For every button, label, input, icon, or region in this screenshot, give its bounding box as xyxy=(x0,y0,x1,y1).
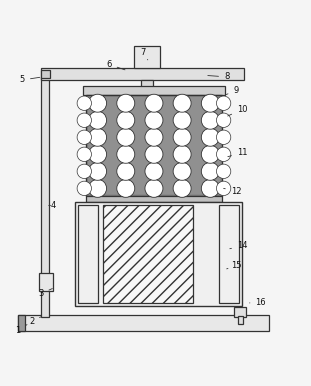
Circle shape xyxy=(117,179,135,197)
Circle shape xyxy=(77,164,91,178)
Bar xyxy=(219,205,239,303)
Circle shape xyxy=(145,111,163,129)
Circle shape xyxy=(89,145,107,163)
Bar xyxy=(41,68,244,80)
Circle shape xyxy=(77,113,91,127)
Text: 16: 16 xyxy=(250,298,266,307)
Circle shape xyxy=(201,145,219,163)
Bar xyxy=(141,80,153,93)
Circle shape xyxy=(77,96,91,110)
Circle shape xyxy=(173,94,191,112)
Bar xyxy=(86,196,222,201)
Bar xyxy=(234,307,246,317)
Circle shape xyxy=(77,181,91,196)
Circle shape xyxy=(77,130,91,144)
Bar xyxy=(41,70,50,78)
Text: 7: 7 xyxy=(141,47,148,60)
Circle shape xyxy=(201,111,219,129)
Circle shape xyxy=(77,147,91,161)
Circle shape xyxy=(145,145,163,163)
Bar xyxy=(75,202,242,306)
Circle shape xyxy=(89,111,107,129)
Text: 8: 8 xyxy=(208,73,230,81)
Circle shape xyxy=(145,128,163,146)
Circle shape xyxy=(173,163,191,180)
Circle shape xyxy=(216,96,231,110)
Circle shape xyxy=(117,94,135,112)
Circle shape xyxy=(201,163,219,180)
Text: 15: 15 xyxy=(227,261,241,270)
Circle shape xyxy=(173,179,191,197)
Text: 14: 14 xyxy=(230,241,248,250)
Circle shape xyxy=(89,94,107,112)
Text: 2: 2 xyxy=(29,317,41,326)
Circle shape xyxy=(89,179,107,197)
Circle shape xyxy=(173,128,191,146)
Circle shape xyxy=(201,179,219,197)
Text: 1: 1 xyxy=(15,325,27,335)
Circle shape xyxy=(145,179,163,197)
Circle shape xyxy=(117,128,135,146)
Text: 6: 6 xyxy=(106,60,125,70)
Circle shape xyxy=(201,94,219,112)
Text: 10: 10 xyxy=(228,105,248,116)
Circle shape xyxy=(201,128,219,146)
Circle shape xyxy=(117,163,135,180)
Circle shape xyxy=(216,147,231,161)
Bar xyxy=(18,315,268,331)
Text: 5: 5 xyxy=(20,76,40,85)
Bar xyxy=(18,315,26,331)
Text: 4: 4 xyxy=(49,201,56,210)
Bar xyxy=(238,316,243,323)
Bar xyxy=(83,86,225,95)
Bar xyxy=(86,95,222,196)
Circle shape xyxy=(117,145,135,163)
Circle shape xyxy=(216,181,231,196)
Text: 11: 11 xyxy=(228,148,248,157)
Circle shape xyxy=(89,128,107,146)
Circle shape xyxy=(89,163,107,180)
Circle shape xyxy=(216,164,231,178)
Bar xyxy=(41,77,49,317)
Circle shape xyxy=(145,163,163,180)
Bar xyxy=(78,205,98,303)
Circle shape xyxy=(216,130,231,144)
Text: 9: 9 xyxy=(226,86,239,95)
Text: 3: 3 xyxy=(38,289,52,298)
Bar xyxy=(88,97,220,194)
Circle shape xyxy=(173,111,191,129)
Text: 12: 12 xyxy=(224,187,241,196)
Bar xyxy=(134,46,160,68)
Bar xyxy=(39,274,53,291)
Circle shape xyxy=(145,94,163,112)
Circle shape xyxy=(216,113,231,127)
Circle shape xyxy=(173,145,191,163)
Bar xyxy=(103,205,193,303)
Circle shape xyxy=(117,111,135,129)
